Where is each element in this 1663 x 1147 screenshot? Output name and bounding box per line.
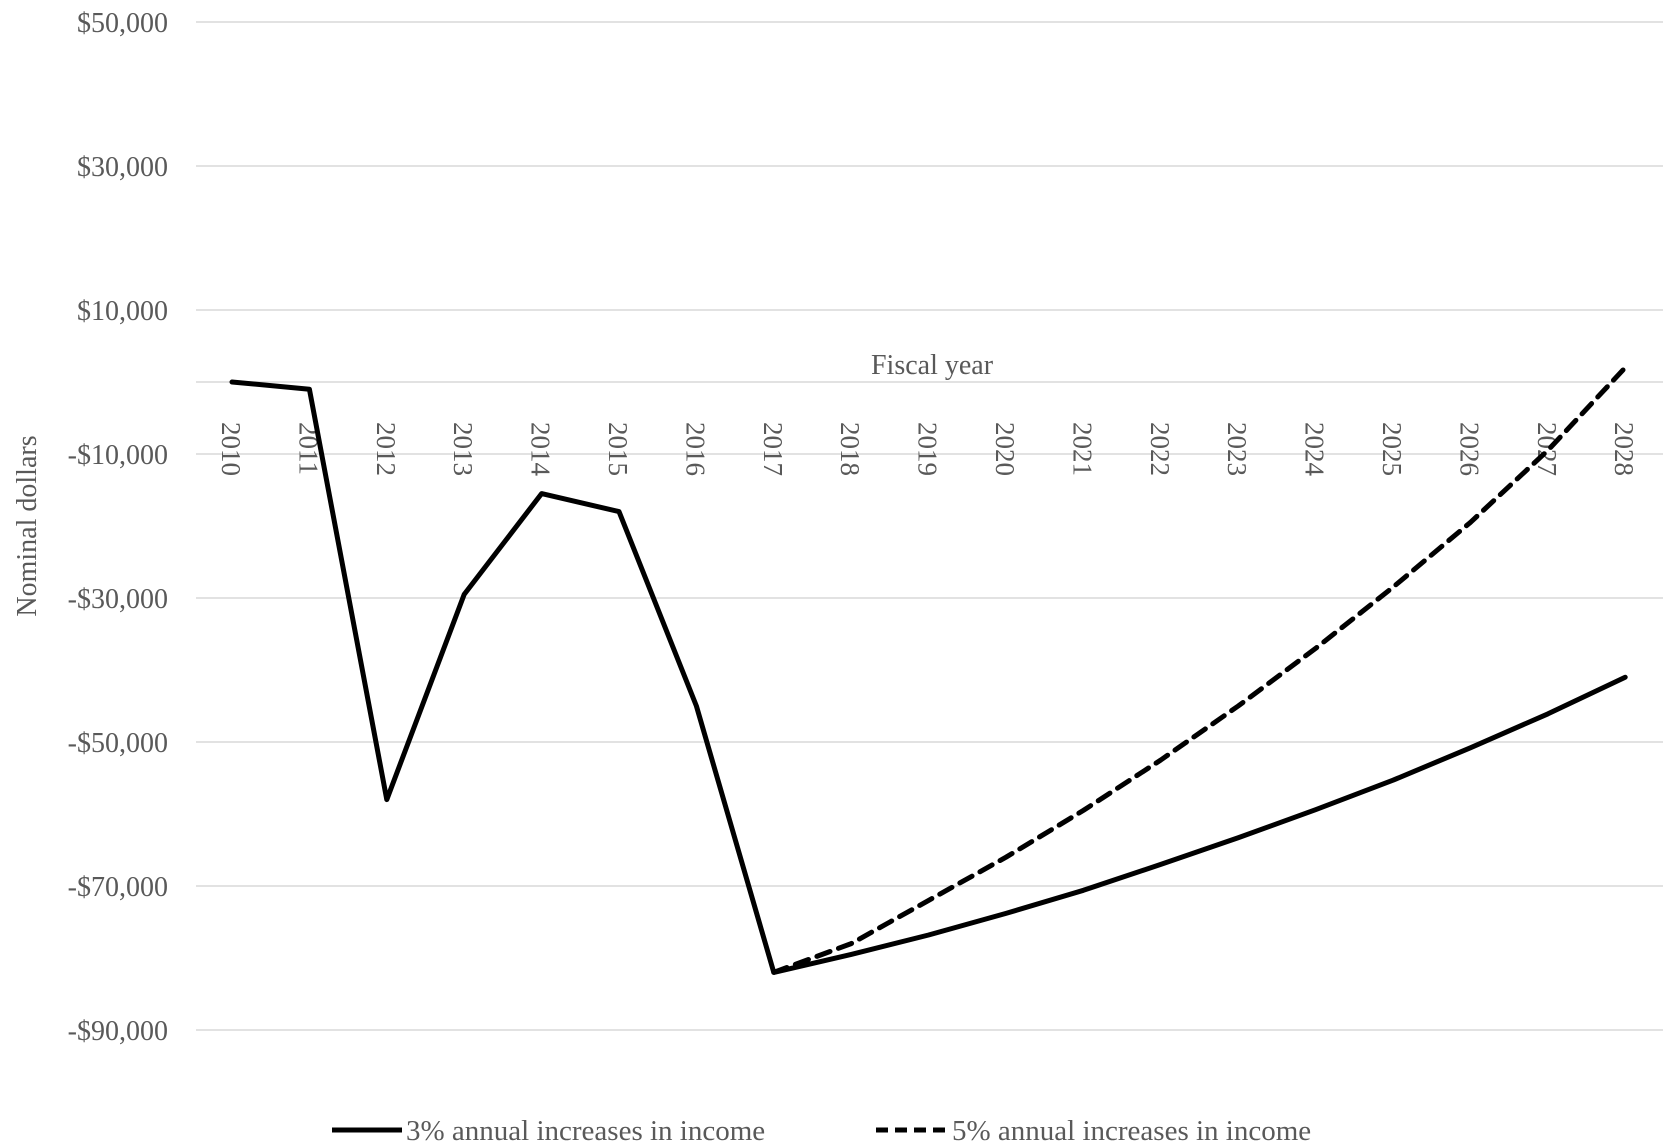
x-tick-label: 2023 <box>1222 422 1252 476</box>
x-tick-label: 2024 <box>1300 422 1330 477</box>
y-tick-label: $10,000 <box>77 296 168 327</box>
legend-label-3-percent: 3% annual increases in income <box>406 1115 765 1147</box>
y-axis-tick-labels: $50,000 $30,000 $10,000 -$10,000 -$30,000 -$5… <box>68 8 168 1047</box>
y-tick-label: -$10,000 <box>68 440 168 471</box>
y-tick-label: -$50,000 <box>68 728 168 759</box>
legend: 3% annual increases in income 5% annual … <box>332 1115 1311 1147</box>
x-tick-label: 2028 <box>1609 422 1639 476</box>
y-tick-label: $50,000 <box>77 8 168 39</box>
x-tick-label: 2022 <box>1145 422 1175 476</box>
x-tick-label: 2027 <box>1532 422 1562 476</box>
y-tick-label: -$30,000 <box>68 584 168 615</box>
x-tick-label: 2012 <box>371 422 401 476</box>
x-tick-label: 2021 <box>1067 422 1097 476</box>
gridlines <box>196 21 1663 1031</box>
x-tick-label: 2014 <box>526 422 556 477</box>
x-axis-title: Fiscal year <box>871 350 994 381</box>
x-tick-label: 2016 <box>680 422 710 476</box>
y-tick-label: $30,000 <box>77 152 168 183</box>
x-axis-tick-labels: 2010 2011 2012 2013 2014 2015 2016 2017 2018 2019… <box>216 422 1639 477</box>
x-tick-label: 2026 <box>1454 422 1484 476</box>
x-tick-label: 2010 <box>216 422 246 476</box>
series-line-0 <box>229 379 1628 975</box>
series-lines <box>229 365 1628 975</box>
y-axis-title: Nominal dollars <box>12 435 43 616</box>
series-line-1 <box>771 365 1628 975</box>
legend-label-5-percent: 5% annual increases in income <box>952 1115 1311 1147</box>
x-tick-label: 2025 <box>1377 422 1407 476</box>
x-tick-label: 2013 <box>448 422 478 476</box>
x-tick-label: 2015 <box>603 422 633 476</box>
x-tick-label: 2017 <box>758 422 788 476</box>
y-tick-label: -$90,000 <box>68 1016 168 1047</box>
x-tick-label: 2018 <box>835 422 865 476</box>
x-tick-label: 2019 <box>913 422 943 476</box>
y-tick-label: -$70,000 <box>68 872 168 903</box>
x-tick-label: 2020 <box>990 422 1020 476</box>
